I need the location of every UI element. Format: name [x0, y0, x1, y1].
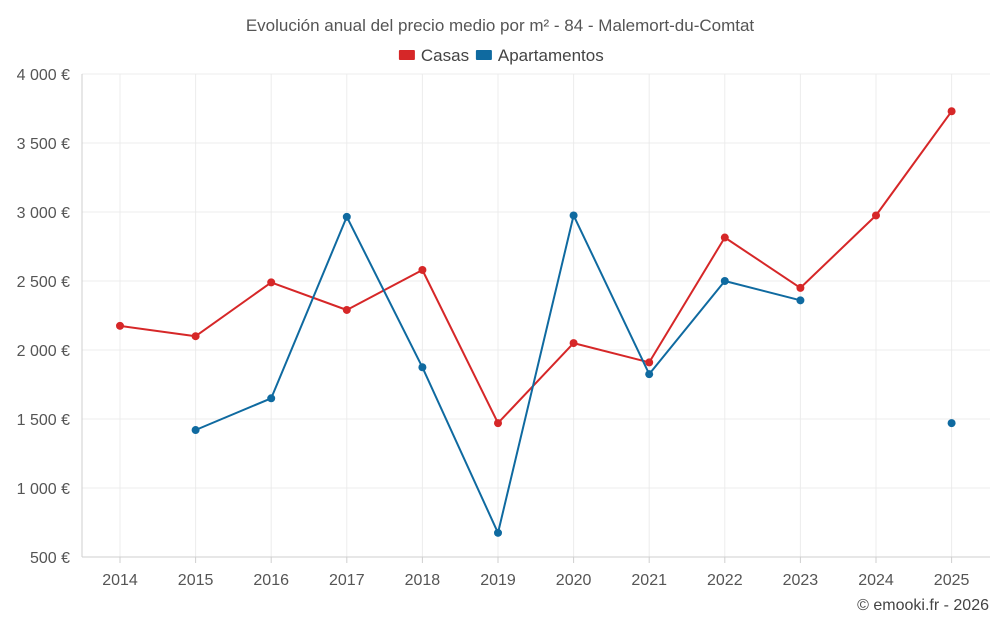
- data-point-casas-2024[interactable]: [872, 211, 880, 220]
- y-tick-label: 500 €: [30, 550, 70, 567]
- data-point-apartamentos-2020[interactable]: [569, 211, 578, 220]
- x-tick-label: 2017: [329, 572, 365, 589]
- data-point-casas-2022[interactable]: [720, 233, 729, 242]
- data-point-casas-2015[interactable]: [191, 332, 200, 341]
- data-point-casas-2018[interactable]: [418, 265, 427, 274]
- x-tick-label: 2014: [102, 572, 138, 589]
- data-point-apartamentos-2018[interactable]: [418, 363, 427, 372]
- legend[interactable]: Casas Apartamentos: [398, 46, 604, 65]
- x-tick-label: 2021: [631, 572, 667, 589]
- legend-swatch: [475, 50, 492, 60]
- data-point-casas-2020[interactable]: [569, 339, 578, 348]
- data-point-casas-2017[interactable]: [342, 305, 351, 314]
- series-apartamentos: [191, 211, 956, 537]
- y-tick-label: 4 000 €: [17, 67, 70, 84]
- data-point-casas-2021[interactable]: [645, 358, 654, 367]
- grid: [82, 73, 990, 558]
- data-point-apartamentos-2017[interactable]: [342, 212, 351, 221]
- data-point-casas-2019[interactable]: [494, 419, 502, 428]
- x-tick-label: 2022: [707, 572, 743, 589]
- x-tick-label: 2018: [405, 572, 441, 589]
- x-tick-label: 2020: [556, 572, 592, 589]
- data-point-apartamentos-2016[interactable]: [267, 394, 276, 403]
- y-tick-label: 2 000 €: [17, 343, 70, 360]
- legend-swatch: [398, 50, 415, 60]
- y-tick-label: 2 500 €: [17, 274, 70, 291]
- x-tick-label: 2015: [178, 572, 214, 589]
- x-tick-label: 2016: [253, 572, 289, 589]
- x-tick-label: 2025: [934, 572, 970, 589]
- x-tick-label: 2019: [480, 572, 516, 589]
- data-point-apartamentos-2023[interactable]: [796, 296, 805, 305]
- data-point-apartamentos-2015[interactable]: [191, 426, 200, 435]
- y-tick-label: 3 500 €: [17, 136, 70, 153]
- series-casas: [116, 107, 956, 428]
- x-tick-label: 2023: [783, 572, 819, 589]
- data-point-apartamentos-2022[interactable]: [720, 277, 729, 285]
- series-line-casas: [119, 110, 953, 425]
- x-tick-label: 2024: [858, 572, 894, 589]
- series-layer: [116, 107, 956, 537]
- data-point-apartamentos-2025[interactable]: [947, 419, 956, 428]
- data-point-apartamentos-2019[interactable]: [494, 528, 502, 537]
- y-tick-label: 1 500 €: [17, 412, 70, 429]
- legend-item-casas[interactable]: Casas: [398, 46, 469, 65]
- data-point-apartamentos-2021[interactable]: [645, 370, 654, 379]
- data-point-casas-2023[interactable]: [796, 283, 805, 292]
- legend-label: Casas: [421, 46, 469, 65]
- credit-text: © emooki.fr - 2026: [857, 597, 989, 614]
- axes: 500 € 1 000 € 1 500 € 2 000 € 2 500 € 3 000 €…: [17, 67, 990, 589]
- data-point-casas-2025[interactable]: [947, 107, 956, 116]
- data-point-casas-2016[interactable]: [267, 278, 276, 287]
- legend-label: Apartamentos: [498, 46, 604, 65]
- y-tick-label: 3 000 €: [17, 205, 70, 222]
- legend-item-apartamentos[interactable]: Apartamentos: [475, 46, 604, 65]
- data-point-casas-2014[interactable]: [116, 321, 124, 330]
- y-tick-label: 1 000 €: [17, 481, 70, 498]
- chart-title: Evolución anual del precio medio por m² …: [246, 16, 755, 35]
